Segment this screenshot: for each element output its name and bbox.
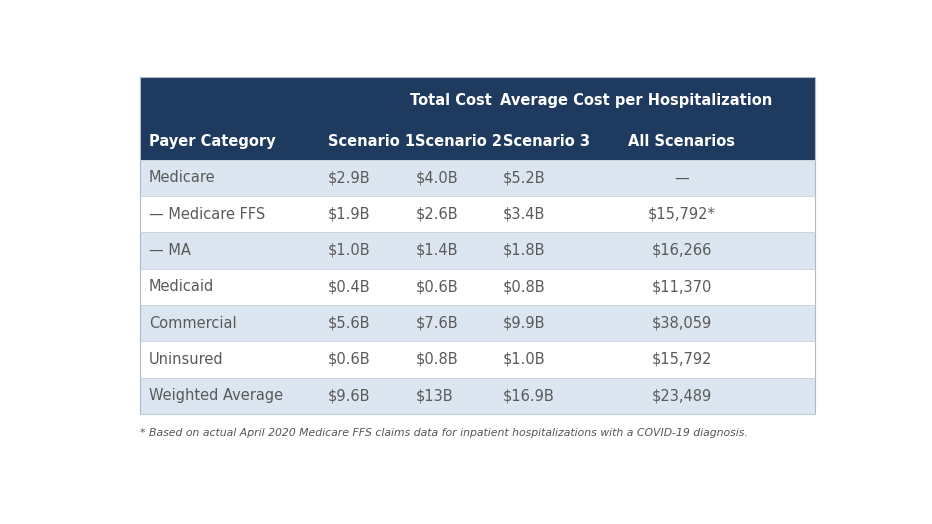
Bar xyxy=(141,124,815,160)
Text: $0.4B: $0.4B xyxy=(328,279,370,294)
Bar xyxy=(141,77,815,414)
Text: $0.8B: $0.8B xyxy=(503,279,546,294)
Text: $9.6B: $9.6B xyxy=(328,388,370,403)
Text: Scenario 1: Scenario 1 xyxy=(328,134,415,149)
Text: $1.4B: $1.4B xyxy=(416,243,458,258)
Text: Payer Category: Payer Category xyxy=(149,134,276,149)
Text: $9.9B: $9.9B xyxy=(503,315,545,331)
Text: $23,489: $23,489 xyxy=(651,388,712,403)
Text: Total Cost: Total Cost xyxy=(410,93,491,108)
Text: $16.9B: $16.9B xyxy=(503,388,555,403)
Text: — MA: — MA xyxy=(149,243,191,258)
Text: $0.8B: $0.8B xyxy=(416,352,459,367)
Bar xyxy=(141,77,815,124)
Text: $5.6B: $5.6B xyxy=(328,315,370,331)
Text: Uninsured: Uninsured xyxy=(149,352,224,367)
Text: $4.0B: $4.0B xyxy=(416,170,459,185)
Text: * Based on actual April 2020 Medicare FFS claims data for inpatient hospitalizat: * Based on actual April 2020 Medicare FF… xyxy=(141,428,748,438)
Text: Medicaid: Medicaid xyxy=(149,279,214,294)
Bar xyxy=(141,232,815,269)
Text: Scenario 3: Scenario 3 xyxy=(503,134,590,149)
Text: Commercial: Commercial xyxy=(149,315,237,331)
Text: $13B: $13B xyxy=(416,388,453,403)
Text: $1.8B: $1.8B xyxy=(503,243,545,258)
Text: $15,792*: $15,792* xyxy=(648,206,716,222)
Bar xyxy=(141,305,815,341)
Text: Medicare: Medicare xyxy=(149,170,215,185)
Text: $16,266: $16,266 xyxy=(651,243,712,258)
Bar xyxy=(141,160,815,196)
Text: $0.6B: $0.6B xyxy=(416,279,459,294)
Text: Weighted Average: Weighted Average xyxy=(149,388,283,403)
Text: $2.6B: $2.6B xyxy=(416,206,459,222)
Text: $15,792: $15,792 xyxy=(651,352,712,367)
Bar xyxy=(141,196,815,232)
Bar xyxy=(141,341,815,378)
Text: $0.6B: $0.6B xyxy=(328,352,370,367)
Text: Average Cost per Hospitalization: Average Cost per Hospitalization xyxy=(500,93,773,108)
Text: Scenario 2: Scenario 2 xyxy=(416,134,502,149)
Text: $7.6B: $7.6B xyxy=(416,315,459,331)
Text: —: — xyxy=(675,170,689,185)
Text: $3.4B: $3.4B xyxy=(503,206,545,222)
Text: $1.0B: $1.0B xyxy=(328,243,370,258)
Text: $1.9B: $1.9B xyxy=(328,206,370,222)
Text: $38,059: $38,059 xyxy=(651,315,712,331)
Text: All Scenarios: All Scenarios xyxy=(628,134,735,149)
Text: $2.9B: $2.9B xyxy=(328,170,370,185)
Bar xyxy=(141,269,815,305)
Text: $5.2B: $5.2B xyxy=(503,170,546,185)
Text: $11,370: $11,370 xyxy=(651,279,712,294)
Text: — Medicare FFS: — Medicare FFS xyxy=(149,206,266,222)
Text: $1.0B: $1.0B xyxy=(503,352,546,367)
Bar xyxy=(141,378,815,414)
